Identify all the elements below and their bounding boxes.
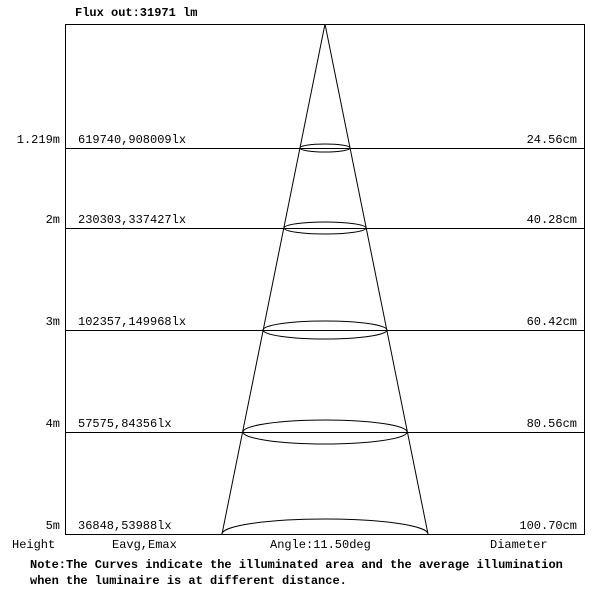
grid-line bbox=[65, 432, 585, 433]
height-label: 5m bbox=[5, 519, 60, 533]
grid-line bbox=[65, 148, 585, 149]
diameter-label: 24.56cm bbox=[527, 133, 577, 147]
grid-line bbox=[65, 534, 585, 535]
footer-labels: Height Eavg,Emax Angle:11.50deg Diameter bbox=[0, 538, 600, 554]
flux-title: Flux out:31971 lm bbox=[75, 6, 197, 20]
plot-border bbox=[65, 24, 585, 534]
height-label: 2m bbox=[5, 213, 60, 227]
eavg-emax-label: 230303,337427lx bbox=[78, 213, 186, 227]
footer-diameter: Diameter bbox=[490, 538, 548, 552]
eavg-emax-label: 619740,908009lx bbox=[78, 133, 186, 147]
grid-line bbox=[65, 228, 585, 229]
footer-height: Height bbox=[12, 538, 55, 552]
diameter-label: 80.56cm bbox=[527, 417, 577, 431]
diameter-label: 40.28cm bbox=[527, 213, 577, 227]
height-label: 4m bbox=[5, 417, 60, 431]
eavg-emax-label: 36848,53988lx bbox=[78, 519, 172, 533]
eavg-emax-label: 102357,149968lx bbox=[78, 315, 186, 329]
eavg-emax-label: 57575,84356lx bbox=[78, 417, 172, 431]
height-label: 3m bbox=[5, 315, 60, 329]
footer-eavg: Eavg,Emax bbox=[112, 538, 177, 552]
diameter-label: 60.42cm bbox=[527, 315, 577, 329]
note-text: Note:The Curves indicate the illuminated… bbox=[30, 558, 595, 589]
grid-line bbox=[65, 330, 585, 331]
diameter-label: 100.70cm bbox=[519, 519, 577, 533]
footer-angle: Angle:11.50deg bbox=[270, 538, 371, 552]
height-label: 1.219m bbox=[5, 133, 60, 147]
